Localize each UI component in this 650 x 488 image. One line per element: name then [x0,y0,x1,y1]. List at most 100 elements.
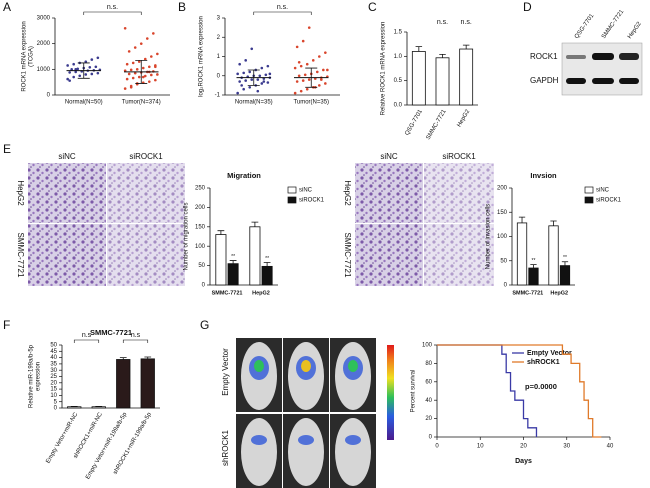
annotation: ** [563,255,567,261]
y-tick-label: 150 [195,224,206,230]
dot [123,26,127,30]
bar [67,406,82,409]
dot [307,78,311,81]
y-tick-label: 5 [54,399,58,405]
error-bar [550,220,557,226]
dot [299,64,303,68]
bar [249,226,261,286]
panel-letter: G [200,318,209,332]
row-label: SMMC-7721 [343,233,352,278]
bracket [73,339,100,343]
y-tick-label: 200 [497,186,508,192]
dot [305,62,309,66]
x-tick-label: QSG-7701 [404,108,424,136]
panel-letter: A [3,0,11,14]
dot [125,77,129,81]
dot [141,66,145,70]
legend-label: shROCK1 [527,359,560,366]
panel-letter: E [3,142,11,156]
dot [260,82,264,85]
legend-swatch [584,186,594,194]
sd-bar [247,69,260,86]
dot [293,66,297,70]
y-tick-label: 1.5 [394,30,403,36]
bar [140,358,155,409]
y-tick-label: 0.0 [394,103,403,109]
signal [345,435,361,445]
micrographs [28,163,494,286]
row-label: SMMC-7721 [16,233,25,278]
column-label: siNC [58,152,76,161]
error-bar [217,230,225,235]
axis [224,18,340,96]
y-tick-label: 0 [429,435,433,441]
error-bar [439,53,446,58]
annotation: p=0.0000 [525,382,557,391]
bar [227,263,239,286]
y-tick-label: 0 [47,93,51,99]
colorbar [387,345,394,440]
column-label: siROCK1 [442,152,476,161]
y-tick-label: 0.5 [394,78,403,84]
dot [250,78,254,81]
dot [74,70,77,74]
x-tick-label: SMMC-7721 [512,290,543,296]
band [566,55,586,59]
dot [266,64,270,68]
signal [251,435,267,445]
error-bar [462,44,470,50]
dot [96,71,100,75]
dot [324,82,327,85]
error-bar [415,46,423,52]
blot-column: SMMC-7721 [601,8,626,40]
y-axis-label: (TCGA) [29,46,35,67]
y-tick-label: 50 [500,258,507,264]
error-bar [144,356,152,359]
bar [215,234,227,286]
column-label: siROCK1 [129,152,163,161]
y-axis-label: ROCK1 mRNA expression [22,21,28,91]
band [592,53,614,60]
dot [125,62,129,66]
y-tick-label: 3000 [37,16,51,22]
dot [293,91,297,95]
x-tick-label: 40 [607,444,614,450]
dot [242,87,245,91]
error-bar [561,261,569,266]
error-bar [530,264,537,269]
sd-bar [77,62,90,79]
panel-letter: F [3,318,10,332]
bar [116,359,131,409]
dot [156,52,159,56]
annotation: n.s [131,332,141,339]
y-tick-label: 1 [217,54,221,60]
dot [303,73,307,77]
dot [258,74,262,78]
y-tick-label: 40 [425,398,432,404]
y-tick-label: 0 [202,283,206,289]
dot [236,72,239,76]
blot-row: ROCK1 [530,52,558,61]
panel-letter: C [368,0,377,14]
y-tick-label: 1000 [37,67,51,73]
x-tick-label: HepG2 [252,290,270,296]
y-tick-label: 50 [198,263,205,269]
dot [311,59,315,62]
bar [91,406,106,409]
dot [268,72,272,76]
annotation: ** [532,258,536,264]
dot [127,50,131,53]
bracket [253,11,312,15]
x-tick-label: Normal(N=35) [235,100,273,106]
y-axis-label: Relative ROCK1 mRNA expression [381,22,387,116]
x-tick-label: 10 [477,444,484,450]
dot [76,67,80,71]
x-tick-label: 20 [520,444,527,450]
y-tick-label: 25 [50,374,57,380]
row-label: Empty Vector [221,348,230,396]
x-axis-label: Days [515,458,532,465]
signal [301,360,311,372]
bar [411,51,426,106]
dot [248,70,252,74]
